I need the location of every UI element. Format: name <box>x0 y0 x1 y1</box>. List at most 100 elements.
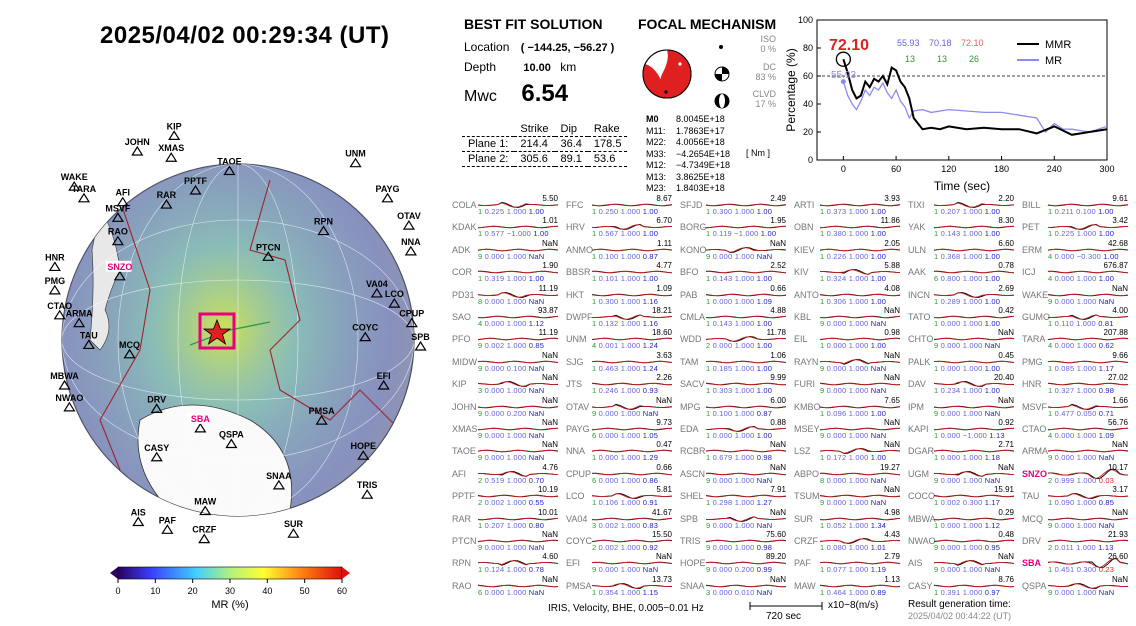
station-waveform <box>706 293 786 296</box>
plane2-label: Plane 2: <box>468 153 509 165</box>
depth-unit: km <box>560 60 577 74</box>
colorbar-tick: 60 <box>337 586 347 596</box>
map-station-sur: SUR <box>284 519 303 538</box>
map-station-ptcn: PTCN <box>256 242 281 261</box>
station-name: HRV <box>566 222 585 233</box>
station-stats: 1 0.000 1.000 1.00 <box>934 319 1001 328</box>
station-waveform <box>934 201 1014 209</box>
station-mr: 4.88 <box>770 306 786 315</box>
station-rar: RAR 10.01 1 0.207 1.000 0.80 <box>450 508 560 531</box>
station-mr: 11.78 <box>766 328 786 338</box>
map-station-unm: UNM <box>345 149 366 168</box>
svg-text:NNA: NNA <box>401 237 421 247</box>
station-sjg: SJG 3.63 1 0.463 1.000 1.24 <box>564 351 674 374</box>
moment-value: −4.2654E+18 <box>676 148 731 159</box>
dc-ball-icon <box>714 66 730 82</box>
station-name: PPTF <box>452 491 476 502</box>
station-mr: NaN <box>655 395 672 405</box>
station-stats: 1 0.289 1.000 1.00 <box>934 296 1001 306</box>
station-mr: 2.69 <box>998 283 1014 293</box>
station-mr: 1.01 <box>542 216 558 226</box>
epicenter-box <box>198 312 236 350</box>
station-name: KMBO <box>794 401 821 412</box>
station-ffc: FFC 8.67 1 0.250 1.000 1.00 <box>564 194 674 217</box>
station-mr: 93.87 <box>537 306 558 315</box>
station-stats: 1 0.106 1.000 0.91 <box>592 498 659 508</box>
station-mr: NaN <box>769 507 786 517</box>
station-stats: 9 0.000 1.000 NaN <box>1048 453 1115 463</box>
station-waveform <box>592 562 672 565</box>
station-mr: 56.76 <box>1107 418 1128 427</box>
station-name: MPG <box>680 401 701 412</box>
moment-row: M0 8.0045E+18 <box>646 114 730 126</box>
peak-label: 72.10 <box>829 37 869 54</box>
station-name: XMAS <box>452 424 478 434</box>
station-va04: VA04 41.67 3 0.002 1.000 0.83 <box>564 508 674 531</box>
station-hnr: HNR 27.02 1 0.327 1.000 0.98 <box>1020 373 1130 396</box>
station-name: EFI <box>566 558 581 569</box>
station-waveform <box>592 403 672 410</box>
station-waveform <box>706 246 786 253</box>
map-station-hnr: HNR <box>45 252 65 272</box>
station-mr: 4.77 <box>656 261 672 271</box>
station-waveform <box>478 360 558 364</box>
peak-mr-label: 55.93 <box>831 70 856 81</box>
station-pmg: PMG 9.66 1 0.085 1.000 1.17 <box>1020 351 1130 374</box>
station-stats: 1 0.211 0.100 1.00 <box>1048 207 1114 216</box>
clvd-label: CLVD <box>752 89 776 99</box>
svg-text:CASY: CASY <box>144 443 169 453</box>
station-mr: 10.17 <box>1107 462 1128 472</box>
map-station-tara: TARA <box>72 184 97 203</box>
station-wdd: WDD 11.78 2 0.000 1.000 1.00 <box>678 328 788 351</box>
station-nwao: NWAO 0.48 9 0.000 1.000 0.95 <box>906 530 1016 553</box>
map-station-arma: ARMA <box>66 309 93 328</box>
station-sur: SUR 4.98 1 0.052 1.000 1.34 <box>792 508 902 531</box>
station-name: MIDW <box>452 356 477 367</box>
station-kbl: KBL NaN 9 0.000 1.000 NaN <box>792 306 902 329</box>
svg-text:WAKE: WAKE <box>61 172 88 182</box>
station-mr: 5.88 <box>884 261 900 271</box>
station-stats: 1 0.226 1.000 1.00 <box>820 251 887 261</box>
legend-mr: MR <box>1045 55 1062 67</box>
moment-key: M33: <box>646 148 667 159</box>
station-waveform <box>1048 360 1128 364</box>
mw-value: 6.54 <box>521 80 569 107</box>
station-name: TRIS <box>680 536 701 546</box>
station-name: PALK <box>908 356 931 367</box>
station-name: PMG <box>1022 356 1043 367</box>
colorbar-tick: 50 <box>300 586 310 596</box>
station-mpg: MPG 6.00 1 0.100 1.000 0.87 <box>678 395 788 419</box>
map-station-snaa: SNAA <box>266 471 292 490</box>
station-dgar: DGAR 2.71 1 0.000 1.000 1.18 <box>906 440 1016 463</box>
station-name: PMSA <box>566 580 592 591</box>
station-mr: 13.73 <box>651 574 672 584</box>
station-stats: 9 0.000 1.000 NaN <box>478 251 545 261</box>
station-pptf: PPTF 10.19 2 0.002 1.000 0.55 <box>450 485 560 508</box>
station-mr: 6.60 <box>998 238 1014 248</box>
station-name: RCBR <box>680 446 706 457</box>
station-stats: 1 0.354 1.000 1.15 <box>592 587 659 597</box>
station-name: AFI <box>452 468 467 479</box>
station-arma: ARMA NaN 9 0.000 1.000 NaN <box>1020 440 1130 463</box>
station-waveform <box>934 494 1014 498</box>
station-mr: 6.00 <box>770 395 786 405</box>
station-mr: 2.52 <box>770 261 786 271</box>
station-waveform <box>706 472 786 476</box>
station-tato: TATO 0.42 1 0.000 1.000 1.00 <box>906 306 1016 329</box>
station-waveform <box>934 405 1014 408</box>
station-tara: TARA 207.88 4 0.000 1.000 0.62 <box>1020 328 1130 351</box>
moment-row: M11: 1.7863E+17 <box>646 126 730 138</box>
station-stats: 1 0.451 0.300 0.23 <box>1048 565 1115 575</box>
legend-mmr: MMR <box>1045 39 1071 51</box>
station-mr: NaN <box>997 328 1014 338</box>
station-waveform <box>934 450 1014 453</box>
station-kono: KONO NaN 9 0.000 1.000 NaN <box>678 239 788 262</box>
station-name: SACV <box>680 379 705 390</box>
plane2-rake: 53.6 <box>593 153 616 165</box>
station-name: CMLA <box>680 312 706 322</box>
station-name: GUMO <box>1022 312 1050 322</box>
station-name: YAK <box>908 222 926 233</box>
station-waveform <box>934 584 1014 588</box>
station-stats: 1 0.207 1.000 0.80 <box>478 520 545 530</box>
station-rayn: RAYN NaN 9 0.000 1.000 NaN <box>792 351 902 374</box>
